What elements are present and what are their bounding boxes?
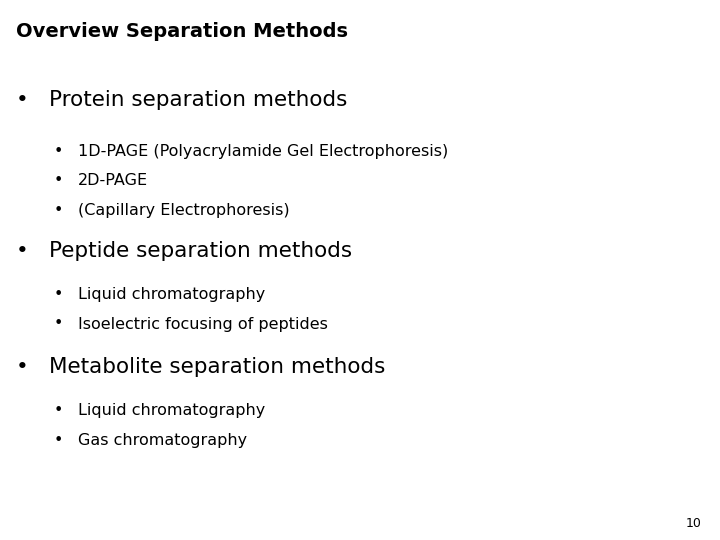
Text: •: • [16, 357, 29, 377]
Text: •: • [54, 403, 63, 418]
Text: Isoelectric focusing of peptides: Isoelectric focusing of peptides [78, 316, 328, 332]
Text: •: • [54, 203, 63, 218]
Text: 1D-PAGE (Polyacrylamide Gel Electrophoresis): 1D-PAGE (Polyacrylamide Gel Electrophore… [78, 144, 448, 159]
Text: (Capillary Electrophoresis): (Capillary Electrophoresis) [78, 203, 289, 218]
Text: •: • [16, 90, 29, 110]
Text: •: • [54, 287, 63, 302]
Text: •: • [54, 433, 63, 448]
Text: Peptide separation methods: Peptide separation methods [49, 241, 352, 261]
Text: Protein separation methods: Protein separation methods [49, 90, 347, 110]
Text: •: • [54, 316, 63, 332]
Text: •: • [54, 173, 63, 188]
Text: Metabolite separation methods: Metabolite separation methods [49, 357, 385, 377]
Text: Liquid chromatography: Liquid chromatography [78, 403, 265, 418]
Text: Overview Separation Methods: Overview Separation Methods [16, 22, 348, 40]
Text: Liquid chromatography: Liquid chromatography [78, 287, 265, 302]
Text: 10: 10 [686, 517, 702, 530]
Text: •: • [54, 144, 63, 159]
Text: 2D-PAGE: 2D-PAGE [78, 173, 148, 188]
Text: •: • [16, 241, 29, 261]
Text: Gas chromatography: Gas chromatography [78, 433, 247, 448]
